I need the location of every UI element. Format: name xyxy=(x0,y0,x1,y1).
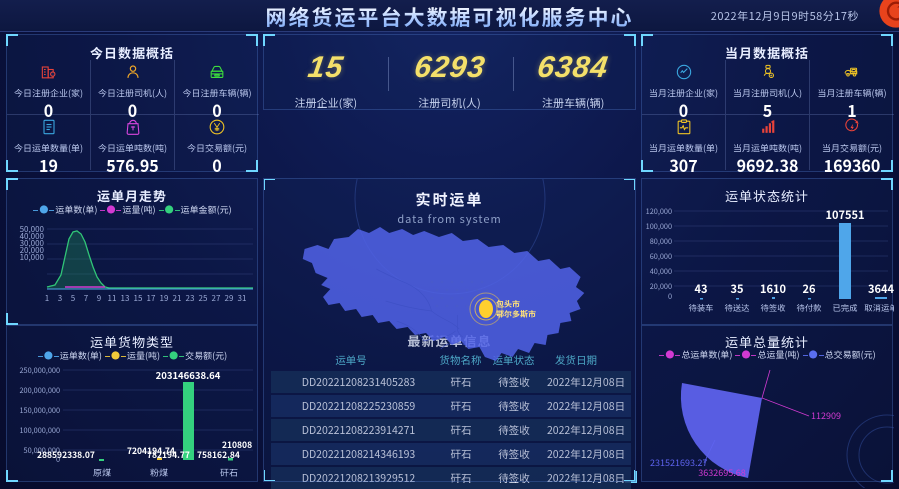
svg-text:29: 29 xyxy=(225,293,234,304)
svg-text:1610: 1610 xyxy=(760,281,786,297)
svg-text:1: 1 xyxy=(45,293,49,304)
svg-text:3: 3 xyxy=(58,293,62,304)
svg-text:27: 27 xyxy=(212,293,221,304)
svg-text:43: 43 xyxy=(695,281,708,297)
svg-text:11: 11 xyxy=(108,293,117,304)
svg-text:3644: 3644 xyxy=(868,281,894,297)
svg-text:5: 5 xyxy=(71,293,76,304)
svg-text:待签收: 待签收 xyxy=(761,302,787,314)
svg-text:150,000,000: 150,000,000 xyxy=(19,406,60,416)
svg-text:100,000: 100,000 xyxy=(646,222,672,232)
svg-text:15: 15 xyxy=(134,293,143,304)
svg-text:40,000: 40,000 xyxy=(650,267,672,277)
svg-text:10,000: 10,000 xyxy=(20,252,45,263)
svg-text:80,000: 80,000 xyxy=(650,237,672,247)
svg-text:120,000: 120,000 xyxy=(646,207,672,217)
svg-text:210808: 210808 xyxy=(222,439,252,451)
svg-text:60,000: 60,000 xyxy=(650,252,672,262)
svg-text:21: 21 xyxy=(173,293,182,304)
svg-text:782194.77: 782194.77 xyxy=(147,449,190,461)
svg-text:0: 0 xyxy=(668,292,672,302)
svg-text:7: 7 xyxy=(84,293,89,304)
svg-text:203146638.64: 203146638.64 xyxy=(156,368,221,382)
svg-text:鄂尔多斯市: 鄂尔多斯市 xyxy=(496,309,536,320)
svg-text:26: 26 xyxy=(803,281,816,297)
svg-text:待装车: 待装车 xyxy=(689,302,714,314)
svg-text:19: 19 xyxy=(160,293,169,304)
svg-text:231521693.27: 231521693.27 xyxy=(650,456,707,469)
svg-text:107551: 107551 xyxy=(826,207,865,223)
svg-text:20,000: 20,000 xyxy=(650,282,672,292)
svg-text:250,000,000: 250,000,000 xyxy=(19,366,60,376)
svg-text:25: 25 xyxy=(199,293,208,304)
svg-text:9: 9 xyxy=(97,293,102,304)
svg-text:31: 31 xyxy=(238,293,247,304)
svg-text:粉煤: 粉煤 xyxy=(150,466,168,479)
svg-text:100,000,000: 100,000,000 xyxy=(19,426,60,436)
svg-text:13: 13 xyxy=(121,293,130,304)
svg-text:17: 17 xyxy=(147,293,156,304)
svg-text:原煤: 原煤 xyxy=(93,466,111,479)
svg-text:288592338.07: 288592338.07 xyxy=(37,449,95,461)
svg-text:112909: 112909 xyxy=(811,409,841,422)
svg-text:矸石: 矸石 xyxy=(220,466,238,479)
svg-text:35: 35 xyxy=(731,281,744,297)
svg-text:已完成: 已完成 xyxy=(833,302,858,314)
svg-text:待送达: 待送达 xyxy=(725,302,750,314)
svg-text:取消运单: 取消运单 xyxy=(864,302,894,314)
svg-text:200,000,000: 200,000,000 xyxy=(19,386,60,396)
svg-text:待付款: 待付款 xyxy=(797,302,823,314)
svg-text:23: 23 xyxy=(186,293,195,304)
